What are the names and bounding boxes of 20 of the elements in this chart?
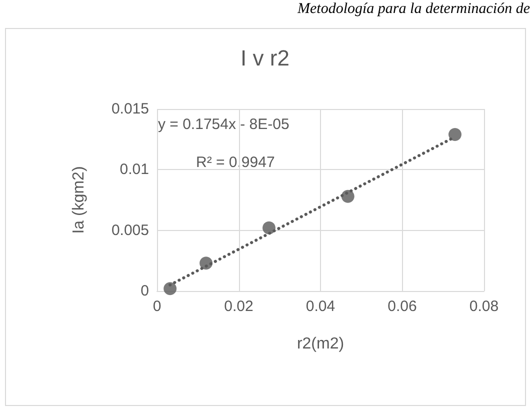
y-axis-title: Ia (kgm2) (70, 166, 88, 234)
chart-title: I v r2 (240, 46, 290, 70)
point (262, 221, 276, 234)
annotation: R² = 0.9947 (196, 154, 275, 171)
point (200, 256, 213, 270)
point (341, 190, 354, 203)
y-tick-label: 0.01 (120, 161, 149, 178)
y-tick-label: 0.005 (111, 222, 149, 239)
text: Metodología para la determinación de (296, 0, 530, 19)
point (164, 282, 177, 296)
x-tick-label: 0.06 (388, 298, 417, 315)
x-tick-label: 0 (152, 298, 162, 315)
x-tick-label: 0.04 (306, 298, 336, 315)
y-tick-label: 0 (140, 282, 149, 300)
point (448, 128, 462, 141)
x-axis-title: r2(m2) (296, 336, 344, 352)
x-tick-label: 0.02 (224, 298, 254, 315)
annotation: y = 0.1754x - 8E-05 (158, 116, 290, 133)
x-tick-label: 0.08 (469, 298, 499, 315)
y-tick-label: 0.015 (111, 100, 149, 118)
